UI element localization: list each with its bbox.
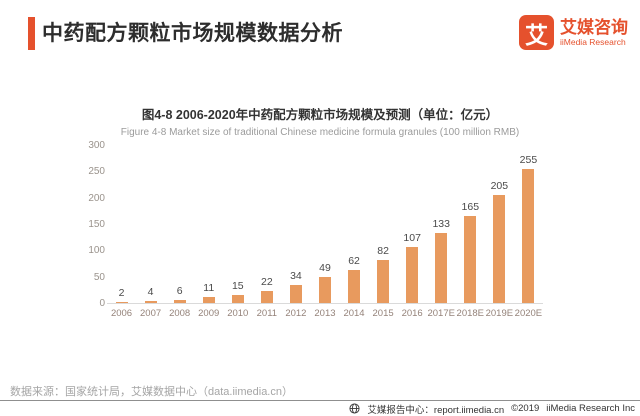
y-tick-label: 200 <box>88 192 105 204</box>
chart-subtitle: Figure 4-8 Market size of traditional Ch… <box>120 127 520 138</box>
globe-icon <box>349 403 360 414</box>
x-tick-label: 2012 <box>285 308 307 319</box>
bar-column: 4 <box>136 146 165 303</box>
y-tick-label: 300 <box>88 140 105 151</box>
bar-value-label: 49 <box>319 262 331 275</box>
bar-value-label: 6 <box>176 284 183 297</box>
bar-value-label: 22 <box>261 276 273 289</box>
x-tick-label: 2017E <box>427 308 455 319</box>
y-axis: 0 50 100 150 200 250 300 <box>85 140 107 309</box>
footer-divider <box>0 400 640 401</box>
bar <box>202 297 215 303</box>
bar <box>377 259 390 303</box>
iimedia-logo-icon: 艾 <box>519 15 554 50</box>
bar-column: 22 <box>252 146 281 303</box>
brand-text: 艾媒咨询 iiMedia Research <box>560 18 628 47</box>
bar-column: 62 <box>340 146 369 303</box>
bar <box>173 299 186 303</box>
brand-logo: 艾 艾媒咨询 iiMedia Research <box>519 15 628 50</box>
plot-area: 2 4 6 11 15 22 34 49 62 82 107 133 165 205 255 <box>107 146 543 304</box>
bar-column: 2 <box>107 146 136 303</box>
x-tick-label: 2006 <box>110 308 133 319</box>
bar-value-label: 133 <box>432 217 450 230</box>
bar-value-label: 15 <box>231 280 244 293</box>
bar-column: 15 <box>223 146 252 303</box>
bar-value-label: 62 <box>348 255 360 268</box>
bar-column: 133 <box>427 146 456 303</box>
bar-column: 165 <box>456 146 485 303</box>
x-tick-label: 2016 <box>401 308 423 319</box>
bar-column: 49 <box>310 146 339 303</box>
bar <box>144 300 157 303</box>
bar-column: 34 <box>281 146 310 303</box>
report-center-text: 艾媒报告中心：report.iimedia.cn <box>367 404 505 416</box>
x-tick-label: 2019E <box>485 308 514 319</box>
y-tick-label: 250 <box>88 166 105 178</box>
bar <box>493 195 506 303</box>
bar <box>289 285 302 303</box>
bar-value-label: 4 <box>147 285 154 298</box>
bar-value-label: 165 <box>461 201 480 214</box>
chart-section: 图4-8 2006-2020年中药配方颗粒市场规模及预测（单位：亿元） Figu… <box>0 104 640 319</box>
data-source-note: 数据来源：国家统计局，艾媒数据中心（data.iimedia.cn） <box>10 386 293 398</box>
x-tick-label: 2018E <box>456 308 485 319</box>
bar <box>231 295 244 303</box>
bar-column: 205 <box>485 146 514 303</box>
bar-chart: 0 50 100 150 200 250 300 2 4 6 11 15 22 34 49 62 82 107 1… <box>85 140 543 319</box>
chart-title: 图4-8 2006-2020年中药配方颗粒市场规模及预测（单位：亿元） <box>141 108 499 122</box>
bar <box>318 277 331 303</box>
bar <box>348 270 361 303</box>
bar-column: 11 <box>194 146 223 303</box>
bar-column: 82 <box>369 146 398 303</box>
x-tick-label: 2007 <box>140 308 162 319</box>
bar-value-label: 205 <box>490 180 509 193</box>
y-tick-label: 100 <box>88 245 105 257</box>
bar <box>522 168 535 303</box>
x-tick-label: 2009 <box>198 308 220 319</box>
page-title: 中药配方颗粒市场规模数据分析 <box>42 22 343 45</box>
bar-column: 255 <box>514 146 543 303</box>
bar-value-label: 34 <box>290 270 302 283</box>
x-tick-label: 2020E <box>514 308 543 319</box>
bar <box>435 232 448 303</box>
bar-value-label: 107 <box>403 231 421 244</box>
company-text: iiMedia Research Inc <box>546 403 635 414</box>
y-tick-label: 0 <box>99 298 105 309</box>
x-tick-label: 2015 <box>372 308 394 319</box>
bar-column: 107 <box>398 146 427 303</box>
x-tick-label: 2014 <box>343 308 365 319</box>
x-axis: 2006 2007 2008 2009 2010 2011 2012 2013 2014 2015… <box>107 308 543 319</box>
x-tick-label: 2011 <box>256 308 278 319</box>
header: 中药配方颗粒市场规模数据分析 艾 艾媒咨询 iiMedia Research <box>28 15 628 55</box>
y-tick-label: 150 <box>88 219 105 230</box>
x-tick-label: 2013 <box>314 308 336 319</box>
bar-value-label: 11 <box>203 282 215 295</box>
bar <box>260 291 273 303</box>
bar <box>115 301 128 303</box>
brand-subname: iiMedia Research <box>560 36 626 47</box>
bar-value-label: 255 <box>519 153 538 166</box>
footer-bar: 艾媒报告中心：report.iimedia.cn ©2019 iiMedia R… <box>0 401 635 416</box>
x-tick-label: 2010 <box>227 308 249 319</box>
bar-value-label: 82 <box>377 244 389 257</box>
x-tick-label: 2008 <box>169 308 191 319</box>
y-tick-label: 50 <box>93 271 105 283</box>
title-accent-bar <box>28 17 35 50</box>
bar-value-label: 2 <box>118 286 125 299</box>
bar-column: 6 <box>165 146 194 303</box>
brand-name: 艾媒咨询 <box>560 18 628 38</box>
bar <box>464 216 477 303</box>
copyright-text: ©2019 <box>511 403 540 414</box>
bar <box>406 246 419 303</box>
